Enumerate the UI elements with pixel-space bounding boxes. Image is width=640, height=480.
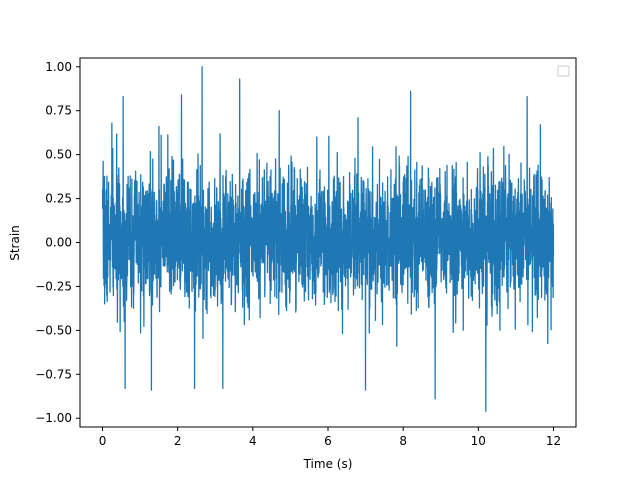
y-tick-label: 0.00	[45, 236, 72, 250]
y-tick-label: 0.50	[45, 148, 72, 162]
y-axis: −1.00 −0.75 −0.50 −0.25 0.00 0.25 0.50 0.75 1.00	[35, 60, 80, 425]
x-axis-label: Time (s)	[303, 457, 353, 471]
y-tick-label: −0.75	[35, 367, 72, 381]
strain-series-line	[101, 66, 555, 412]
x-tick-label: 10	[471, 434, 486, 448]
y-axis-label: Strain	[8, 225, 22, 261]
x-axis: 0 2 4 6 8 10 12	[99, 427, 561, 448]
y-tick-label: 0.75	[45, 104, 72, 118]
x-tick-label: 12	[546, 434, 561, 448]
x-tick-label: 8	[399, 434, 407, 448]
x-tick-label: 6	[324, 434, 332, 448]
y-tick-label: −0.50	[35, 323, 72, 337]
y-tick-label: 1.00	[45, 60, 72, 74]
x-tick-label: 0	[99, 434, 107, 448]
y-tick-label: −0.25	[35, 279, 72, 293]
x-tick-label: 4	[249, 434, 257, 448]
legend	[557, 65, 570, 77]
x-tick-label: 2	[174, 434, 182, 448]
data-series	[101, 66, 555, 412]
y-tick-label: 0.25	[45, 192, 72, 206]
y-tick-label: −1.00	[35, 411, 72, 425]
